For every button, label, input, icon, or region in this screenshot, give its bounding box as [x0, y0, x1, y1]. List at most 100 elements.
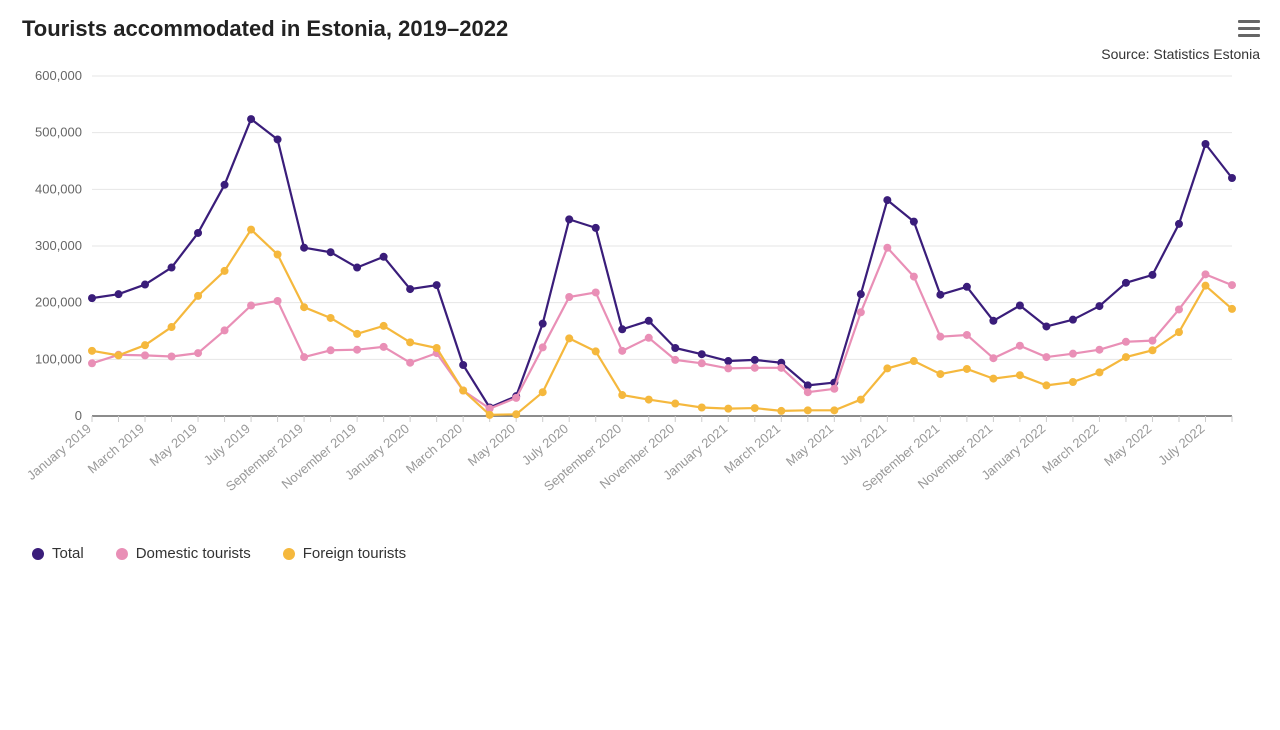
series-marker	[565, 334, 573, 342]
y-tick-label: 0	[75, 408, 82, 423]
series-marker	[247, 115, 255, 123]
series-marker	[274, 251, 282, 259]
series-marker	[88, 294, 96, 302]
series-marker	[671, 344, 679, 352]
x-tick-label: July 2021	[837, 421, 889, 468]
legend-dot-icon	[32, 548, 44, 560]
series-marker	[459, 361, 467, 369]
chart-title: Tourists accommodated in Estonia, 2019–2…	[22, 16, 508, 42]
series-marker	[221, 181, 229, 189]
series-marker	[1042, 381, 1050, 389]
series-marker	[777, 407, 785, 415]
series-marker	[1148, 337, 1156, 345]
series-marker	[1016, 371, 1024, 379]
series-marker	[857, 308, 865, 316]
y-tick-label: 100,000	[35, 351, 82, 366]
chart-container: Tourists accommodated in Estonia, 2019–2…	[0, 0, 1280, 730]
x-tick-label: March 2019	[85, 421, 147, 477]
series-marker	[989, 375, 997, 383]
series-marker	[115, 290, 123, 298]
x-tick-label: March 2021	[721, 421, 783, 477]
series-marker	[1095, 346, 1103, 354]
series-marker	[618, 325, 626, 333]
series-marker	[1148, 346, 1156, 354]
series-marker	[221, 326, 229, 334]
series-marker	[1069, 378, 1077, 386]
series-marker	[168, 353, 176, 361]
series-marker	[698, 359, 706, 367]
series-marker	[380, 322, 388, 330]
series-marker	[194, 349, 202, 357]
series-marker	[751, 404, 759, 412]
series-marker	[565, 293, 573, 301]
series-marker	[1175, 305, 1183, 313]
source-attribution: Source: Statistics Estonia	[22, 46, 1260, 62]
series-marker	[194, 229, 202, 237]
series-marker	[883, 196, 891, 204]
legend-dot-icon	[116, 548, 128, 560]
series-marker	[512, 394, 520, 402]
series-marker	[1201, 282, 1209, 290]
x-tick-label: March 2020	[403, 421, 465, 477]
series-marker	[433, 281, 441, 289]
x-tick-label: July 2019	[201, 421, 253, 468]
series-marker	[327, 248, 335, 256]
series-marker	[910, 273, 918, 281]
series-marker	[1228, 174, 1236, 182]
series-marker	[963, 331, 971, 339]
series-marker	[512, 410, 520, 418]
series-marker	[194, 292, 202, 300]
series-marker	[1016, 302, 1024, 310]
series-marker	[645, 396, 653, 404]
legend-dot-icon	[283, 548, 295, 560]
series-marker	[300, 303, 308, 311]
x-tick-label: July 2022	[1155, 421, 1207, 468]
series-marker	[1122, 353, 1130, 361]
series-marker	[671, 356, 679, 364]
y-tick-label: 400,000	[35, 181, 82, 196]
series-marker	[592, 288, 600, 296]
line-chart: 0100,000200,000300,000400,000500,000600,…	[22, 66, 1260, 531]
series-marker	[1201, 140, 1209, 148]
series-marker	[751, 356, 759, 364]
series-marker	[936, 291, 944, 299]
series-marker	[1175, 220, 1183, 228]
series-marker	[1095, 302, 1103, 310]
series-marker	[168, 264, 176, 272]
y-tick-label: 600,000	[35, 68, 82, 83]
series-marker	[777, 364, 785, 372]
series-marker	[327, 314, 335, 322]
legend-item[interactable]: Foreign tourists	[283, 545, 406, 562]
series-marker	[830, 385, 838, 393]
series-marker	[1228, 305, 1236, 313]
chart-svg: 0100,000200,000300,000400,000500,000600,…	[22, 66, 1242, 526]
x-tick-label: May 2021	[783, 421, 836, 469]
x-tick-label: January 2019	[24, 421, 94, 483]
legend-item[interactable]: Domestic tourists	[116, 545, 251, 562]
series-marker	[115, 351, 123, 359]
hamburger-menu-icon[interactable]	[1238, 16, 1260, 38]
series-marker	[274, 297, 282, 305]
series-marker	[618, 347, 626, 355]
legend-item[interactable]: Total	[32, 545, 84, 562]
legend-label: Domestic tourists	[136, 545, 251, 562]
series-marker	[380, 253, 388, 261]
series-marker	[353, 264, 361, 272]
series-marker	[1016, 342, 1024, 350]
series-marker	[1175, 328, 1183, 336]
series-marker	[883, 244, 891, 252]
series-marker	[406, 285, 414, 293]
series-marker	[1095, 368, 1103, 376]
series-marker	[1122, 338, 1130, 346]
series-marker	[1042, 322, 1050, 330]
series-marker	[459, 387, 467, 395]
series-marker	[1201, 270, 1209, 278]
series-marker	[751, 364, 759, 372]
series-marker	[168, 323, 176, 331]
series-marker	[618, 391, 626, 399]
series-marker	[486, 411, 494, 419]
legend-label: Foreign tourists	[303, 545, 406, 562]
series-marker	[539, 388, 547, 396]
series-marker	[989, 354, 997, 362]
series-marker	[1122, 279, 1130, 287]
